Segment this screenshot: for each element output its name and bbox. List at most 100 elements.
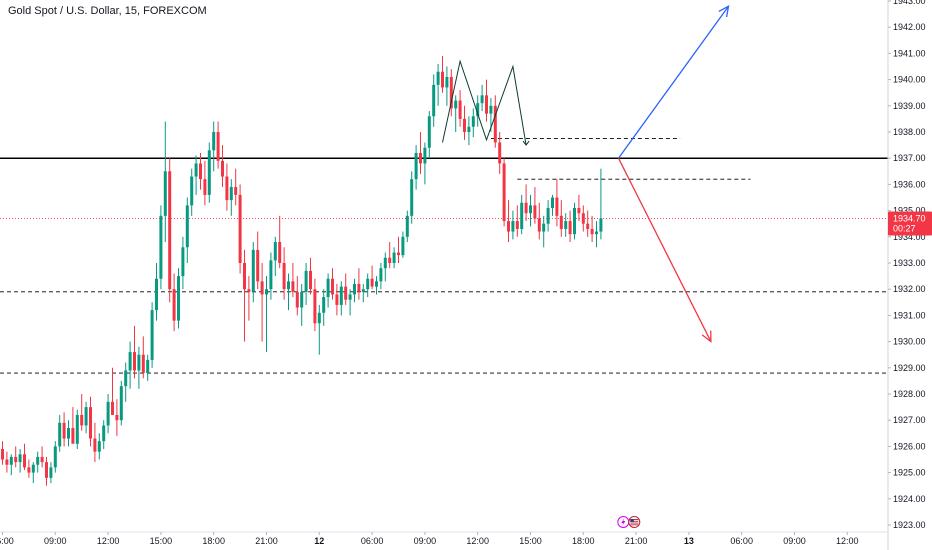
candle (524, 184, 528, 222)
candle (159, 205, 163, 290)
candle-body (273, 242, 277, 261)
event-icons[interactable] (617, 516, 641, 528)
candle-body (573, 207, 576, 235)
time-tick-label: 06:00 (730, 536, 753, 546)
candle (58, 414, 62, 452)
candle (511, 210, 515, 240)
candle (185, 197, 189, 263)
time-tick-label: 09:00 (414, 536, 437, 546)
candle-body (62, 422, 66, 439)
time-axis[interactable]: 06:00 09:00 12:00 15:00 18:00 21:00 12 06:00 09:… (0, 531, 888, 546)
candle (348, 289, 352, 316)
candle-body (559, 215, 563, 229)
candle-body (295, 291, 299, 308)
double-top-pattern[interactable] (442, 59, 527, 146)
us-flag-icon[interactable] (628, 516, 641, 528)
candle (194, 155, 198, 195)
candle-body (115, 414, 119, 421)
candle (335, 283, 339, 316)
candle-body (212, 132, 216, 151)
candle (31, 462, 35, 484)
candle-body (471, 116, 475, 127)
price-axis[interactable]: 1923.00 1924.00 1925.00 1926.00 1927.00 1928.… (887, 0, 932, 550)
candle (498, 132, 502, 174)
candle-body (190, 176, 194, 206)
candle-body (405, 215, 409, 237)
candle-body (502, 163, 506, 222)
candle (128, 341, 132, 389)
candle-body (155, 278, 158, 311)
candle-body (23, 454, 26, 468)
candle (476, 95, 480, 127)
candle-body (489, 105, 493, 114)
candle (199, 152, 202, 190)
lightning-icon[interactable] (617, 516, 630, 528)
candle (542, 215, 546, 248)
time-tick-label: 21:00 (255, 536, 278, 546)
candle (190, 168, 194, 216)
candle-body (599, 218, 603, 232)
candle (216, 121, 220, 169)
candle (586, 210, 590, 237)
candle-body (181, 247, 185, 277)
time-tick-label: 13 (684, 536, 694, 546)
candle-body (357, 283, 361, 292)
candle (419, 132, 422, 174)
candle (9, 454, 13, 476)
flag-stripe (630, 519, 639, 520)
candle-body (27, 467, 31, 473)
candle (273, 236, 277, 277)
candle (480, 84, 484, 112)
candle-body (397, 252, 400, 256)
candle-body (137, 354, 141, 371)
candle-body (388, 257, 392, 263)
price-tick-label: 1925.00 (893, 468, 926, 478)
candle-body (243, 263, 246, 290)
candle-body (392, 252, 396, 263)
candle (243, 249, 246, 342)
candle-body (172, 289, 176, 321)
candle (89, 396, 92, 447)
candle-body (203, 179, 207, 195)
candle-body (427, 116, 431, 148)
candle-body (595, 231, 598, 235)
candle (260, 263, 264, 342)
flag-canton (630, 519, 634, 522)
candle (551, 194, 554, 216)
candle-body (14, 456, 18, 463)
candle-body (221, 160, 224, 177)
candle-body (1, 449, 4, 460)
price-tick-label: 1941.00 (893, 48, 926, 58)
time-tick-label: 12 (314, 536, 324, 546)
candle (493, 95, 497, 148)
candle (203, 160, 207, 206)
candle (23, 443, 26, 470)
candle-body (40, 456, 44, 463)
candle (555, 179, 559, 227)
candle-body (75, 414, 79, 444)
candle-body (410, 179, 414, 216)
candle-body (119, 386, 123, 421)
candle-body (287, 281, 290, 290)
time-tick-label: 15:00 (150, 536, 173, 546)
candle-body (282, 263, 286, 290)
candle (467, 116, 471, 146)
candle (247, 276, 251, 321)
candle-body (586, 223, 590, 229)
candle-body (476, 103, 480, 117)
candle-body (159, 215, 163, 279)
projection-arrow-up[interactable] (617, 5, 730, 159)
projection-arrow-down[interactable] (617, 157, 712, 343)
candle-body (251, 249, 255, 292)
time-tick-label: 12:00 (466, 536, 489, 546)
candle-body (445, 76, 449, 88)
candle (14, 446, 18, 468)
candle-body (322, 297, 326, 313)
arrow-head (718, 5, 730, 18)
candle (106, 394, 110, 434)
candle (111, 367, 114, 415)
candle (5, 451, 9, 473)
candle (18, 449, 22, 473)
candle-body (493, 105, 497, 143)
